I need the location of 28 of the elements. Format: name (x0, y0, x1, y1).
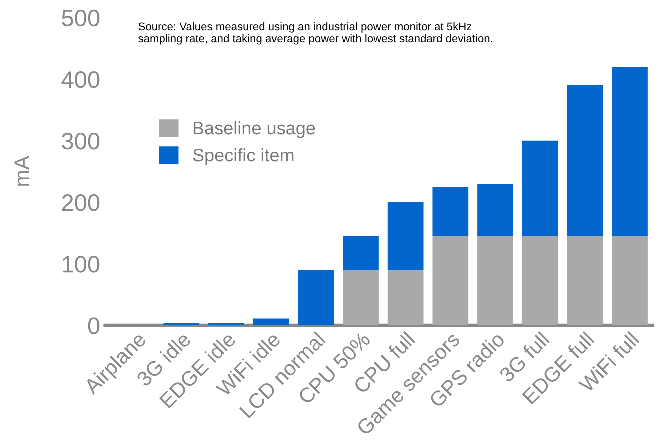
bar (567, 86, 604, 236)
bar (164, 323, 200, 326)
bar (567, 236, 604, 326)
bar (343, 236, 379, 270)
bar (253, 318, 290, 326)
bar (478, 184, 514, 236)
y-tick-label: 200 (62, 194, 100, 212)
y-tick-label: 300 (62, 133, 100, 150)
bar (612, 236, 648, 326)
bar (522, 236, 558, 326)
bar (432, 236, 469, 326)
y-tick-label: 100 (62, 256, 100, 273)
bar (298, 270, 334, 326)
bar (208, 323, 244, 326)
y-tick-label: 400 (62, 71, 100, 88)
bar (432, 187, 469, 236)
legend-label: Baseline usage (194, 121, 316, 138)
legend-label: Specific item (193, 148, 294, 166)
bar (343, 270, 379, 326)
bar (612, 67, 648, 236)
bar (388, 270, 424, 326)
y-tick-label: 0 (88, 318, 100, 334)
y-tick-label: 500 (62, 10, 100, 27)
bar (522, 140, 558, 236)
bar (478, 236, 514, 326)
bar (388, 202, 424, 270)
y-axis-title: mA (14, 156, 30, 186)
annotation: Source: Values measured using an industrial power monitor at 5kHz sampling rate, and taking average power with lowest standard deviation. (138, 22, 492, 45)
